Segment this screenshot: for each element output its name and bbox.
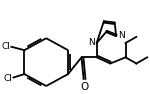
Text: Cl: Cl — [2, 42, 11, 51]
Text: N: N — [118, 31, 125, 40]
Text: N: N — [88, 38, 95, 47]
Text: Cl: Cl — [4, 74, 13, 83]
Text: O: O — [80, 82, 88, 92]
